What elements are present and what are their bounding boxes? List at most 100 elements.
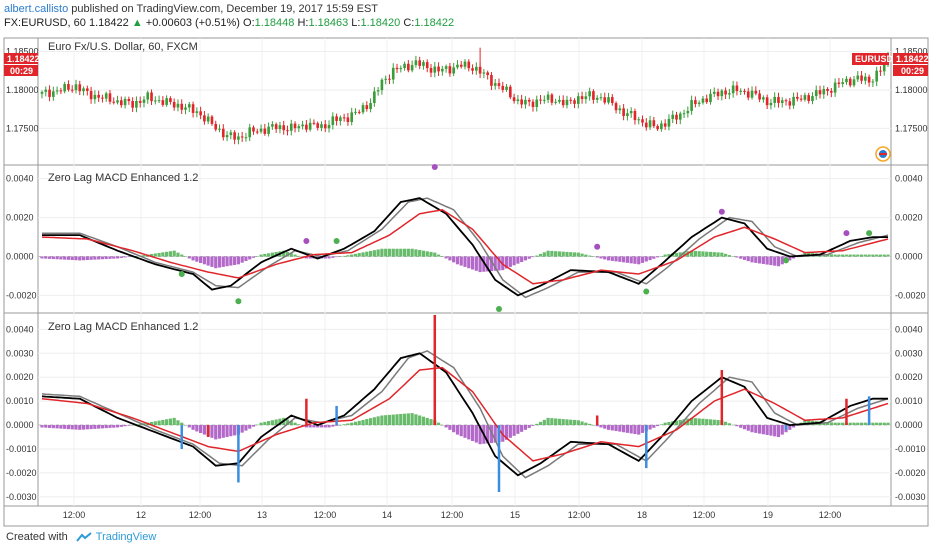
histogram-bar	[406, 248, 410, 257]
candle-body	[153, 100, 157, 102]
change-value: +0.00603 (+0.51%)	[145, 17, 240, 29]
histogram-bar	[244, 256, 248, 262]
m1-ytick-right: 0.0040	[895, 174, 923, 184]
candle-body	[822, 88, 826, 95]
chart-frame	[3, 37, 929, 527]
histogram-bar	[848, 254, 852, 257]
tradingview-logo[interactable]: TradingView	[75, 531, 156, 543]
news-icon[interactable]	[875, 146, 891, 162]
histogram-bar	[640, 256, 645, 263]
m2-ytick-left: 0.0000	[6, 420, 34, 430]
candle-body	[240, 136, 244, 138]
histogram-bar	[520, 256, 524, 263]
histogram-bar	[595, 425, 599, 427]
histogram-bar	[663, 422, 667, 426]
candle-body	[52, 91, 55, 97]
histogram-bar	[565, 419, 569, 426]
histogram-bar	[542, 419, 546, 426]
histogram-bar	[667, 254, 671, 257]
histogram-bar	[176, 252, 180, 257]
candle-body	[569, 99, 573, 101]
histogram-bar	[727, 255, 731, 257]
histogram-bar	[837, 254, 841, 257]
candle-body	[388, 78, 391, 80]
candle-body	[490, 75, 493, 86]
open-value: 1.18448	[254, 17, 295, 29]
candle-body	[123, 98, 127, 106]
histogram-bar	[221, 425, 225, 438]
histogram-bar	[791, 425, 796, 428]
candle-body	[157, 100, 161, 102]
candle-body	[82, 88, 85, 92]
histogram-bar	[625, 256, 629, 263]
candle-body	[671, 114, 675, 119]
histogram-bar	[387, 414, 392, 426]
histogram-bar	[856, 254, 860, 257]
m2-ytick-left: -0.0020	[6, 468, 37, 478]
histogram-bar	[365, 251, 369, 257]
histogram-bar	[580, 421, 584, 426]
histogram-bar	[546, 250, 550, 257]
histogram-bar	[538, 421, 543, 426]
candle-body	[576, 96, 580, 104]
histogram-bar	[863, 254, 867, 257]
histogram-bar	[591, 425, 596, 426]
signal-dot	[495, 306, 502, 313]
histogram-bar	[225, 256, 229, 267]
histogram-bar	[410, 248, 414, 257]
signal-dot	[783, 257, 790, 264]
candle-body	[599, 97, 603, 99]
histogram-bar	[70, 425, 74, 430]
histogram-bar	[278, 418, 282, 426]
histogram-bar	[270, 420, 274, 426]
macd2-pane-title: Zero Lag MACD Enhanced 1.2	[48, 321, 198, 333]
histogram-bar	[773, 425, 777, 437]
histogram-bar	[637, 256, 641, 265]
histogram-bar	[572, 252, 577, 257]
histogram-bar	[455, 425, 460, 435]
histogram-bar	[508, 256, 512, 267]
histogram-bar	[240, 256, 244, 263]
histogram-bar	[391, 414, 395, 426]
candle-body	[716, 91, 720, 97]
candle-body	[108, 93, 112, 102]
candle-body	[331, 116, 335, 125]
candle-body	[146, 92, 150, 100]
histogram-bar	[108, 256, 112, 259]
histogram-bar	[334, 425, 339, 426]
candle-body	[444, 66, 448, 69]
candle-body	[271, 124, 274, 127]
histogram-bar	[191, 425, 195, 430]
histogram-bar	[584, 254, 588, 257]
histogram-bar	[165, 419, 169, 426]
candle-body	[784, 100, 788, 102]
histogram-bar	[282, 250, 286, 257]
author-link[interactable]: albert.callisto	[4, 3, 69, 15]
macd1-series	[38, 164, 891, 313]
histogram-bar	[455, 256, 460, 265]
macd-slow-line	[41, 350, 889, 479]
histogram-bar	[859, 422, 864, 426]
histogram-bar	[55, 256, 59, 260]
histogram-bar	[705, 251, 709, 257]
candle-body	[237, 136, 240, 140]
low-value: 1.18420	[360, 17, 401, 29]
histogram-bar	[697, 418, 701, 426]
chart-canvas[interactable]: Euro Fx/U.S. Dollar, 60, FXCM Zero Lag M…	[0, 0, 932, 528]
candle-body	[199, 111, 202, 116]
candle-body	[471, 68, 474, 71]
candle-body	[414, 60, 418, 66]
histogram-bar	[674, 252, 679, 257]
histogram-bar	[138, 423, 142, 426]
candle-body	[554, 101, 557, 103]
histogram-bar	[402, 248, 407, 257]
candle-body	[380, 79, 384, 91]
histogram-bar	[554, 251, 558, 257]
histogram-bar	[523, 256, 528, 261]
candle-body	[293, 123, 297, 129]
histogram-bar	[852, 254, 856, 257]
histogram-bar	[259, 254, 263, 257]
histogram-bar	[720, 252, 724, 257]
histogram-bar	[297, 424, 301, 426]
signal-dot	[178, 271, 185, 278]
